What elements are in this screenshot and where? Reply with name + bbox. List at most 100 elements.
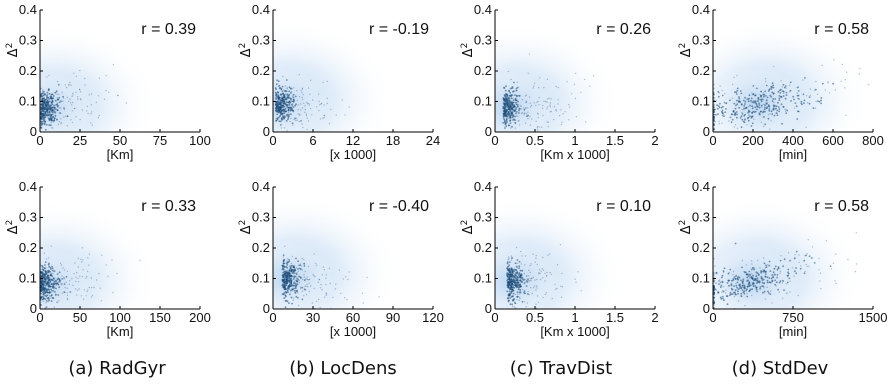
- scatter-point: [738, 97, 741, 100]
- scatter-point: [287, 111, 290, 114]
- scatter-point: [48, 299, 50, 302]
- scatter-point: [281, 274, 284, 277]
- scatter-point: [516, 278, 519, 280]
- scatter-point: [82, 259, 84, 261]
- scatter-point: [789, 81, 792, 84]
- scatter-point: [98, 77, 101, 79]
- scatter-point: [769, 94, 772, 97]
- scatter-point: [524, 301, 526, 303]
- scatter-point: [527, 293, 529, 295]
- scatter-point: [54, 115, 57, 117]
- scatter-point: [284, 272, 286, 275]
- scatter-point: [721, 94, 724, 97]
- scatter-point: [293, 280, 296, 282]
- scatter-point: [775, 285, 777, 287]
- scatter-point: [770, 277, 773, 280]
- scatter-point: [316, 300, 318, 303]
- scatter-point: [40, 280, 43, 283]
- scatter-point: [719, 102, 721, 105]
- scatter-point: [764, 275, 767, 278]
- scatter-point: [517, 115, 519, 118]
- y-tick-label: 0.1: [19, 94, 37, 109]
- y-tick-label: 0.1: [474, 94, 492, 109]
- scatter-point: [295, 273, 298, 276]
- scatter-point: [734, 107, 737, 110]
- scatter-point: [777, 90, 780, 93]
- scatter-point: [277, 116, 280, 119]
- scatter-point: [542, 256, 544, 259]
- scatter-point: [84, 77, 86, 80]
- scatter-point: [532, 87, 534, 89]
- scatter-point: [784, 97, 787, 100]
- scatter-point: [722, 115, 724, 117]
- scatter-point: [52, 311, 53, 312]
- scatter-point: [292, 96, 295, 99]
- scatter-point: [291, 264, 293, 267]
- x-tick-label: 0: [709, 133, 716, 148]
- scatter-point: [307, 279, 309, 281]
- scatter-point: [105, 264, 107, 266]
- scatter-point: [533, 102, 535, 104]
- scatter-point: [574, 278, 576, 280]
- correlation-label: r = -0.19: [369, 21, 429, 38]
- scatter-point: [288, 277, 291, 280]
- scatter-point: [291, 106, 293, 108]
- scatter-point: [516, 259, 519, 261]
- scatter-point: [721, 281, 724, 284]
- scatter-point: [765, 84, 768, 87]
- scatter-point: [785, 112, 788, 114]
- scatter-point: [538, 272, 540, 274]
- scatter-point: [277, 80, 280, 83]
- scatter-point: [294, 287, 297, 290]
- scatter-point: [732, 273, 734, 276]
- scatter-point: [304, 270, 306, 273]
- scatter-point: [290, 278, 293, 280]
- scatter-point: [285, 262, 288, 265]
- scatter-point: [738, 287, 741, 290]
- scatter-point: [776, 276, 778, 279]
- scatter-point: [782, 265, 784, 268]
- scatter-point: [276, 109, 278, 111]
- scatter-point: [713, 113, 715, 116]
- scatter-point: [296, 292, 299, 294]
- scatter-point: [505, 125, 508, 128]
- scatter-point: [729, 116, 732, 119]
- scatter-point: [745, 289, 748, 292]
- x-tick-label: 200: [742, 133, 764, 148]
- scatter-point: [751, 115, 754, 118]
- scatter-point: [532, 276, 535, 278]
- scatter-point: [747, 119, 750, 122]
- scatter-point: [731, 97, 734, 100]
- scatter-point: [280, 99, 283, 101]
- scatter-point: [509, 94, 511, 97]
- scatter-point: [784, 108, 786, 111]
- scatter-point: [763, 125, 765, 128]
- scatter-point: [794, 253, 796, 256]
- scatter-point: [713, 296, 715, 299]
- scatter-point: [303, 262, 305, 265]
- scatter-point: [286, 289, 289, 292]
- x-tick-label: 400: [782, 133, 804, 148]
- y-tick-label: 0.4: [252, 179, 270, 194]
- scatter-point: [280, 117, 283, 120]
- scatter-point: [765, 270, 767, 273]
- scatter-point: [44, 274, 47, 276]
- scatter-point: [713, 288, 715, 291]
- scatter-point: [56, 99, 59, 101]
- scatter-point: [730, 293, 732, 296]
- scatter-point: [40, 284, 43, 286]
- scatter-point: [286, 269, 288, 272]
- scatter-point: [713, 285, 715, 288]
- scatter-point: [58, 112, 60, 114]
- scatter-point: [754, 101, 757, 104]
- scatter-point: [69, 280, 71, 282]
- scatter-point: [508, 124, 510, 127]
- scatter-point: [283, 137, 284, 138]
- scatter-point: [41, 265, 44, 267]
- scatter-point: [285, 97, 288, 100]
- scatter-point: [519, 108, 521, 110]
- scatter-point: [772, 86, 775, 89]
- scatter-point: [747, 98, 749, 101]
- scatter-point: [287, 118, 289, 121]
- scatter-point: [504, 113, 506, 116]
